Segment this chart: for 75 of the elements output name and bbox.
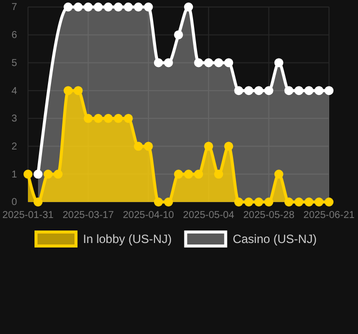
point: [214, 58, 224, 68]
point: [134, 2, 143, 12]
x-tick-label: 2025-01-31: [2, 210, 54, 222]
y-tick-label: 4: [11, 86, 18, 97]
y-tick-label: 5: [11, 58, 18, 69]
y-tick-label: 2: [11, 141, 18, 152]
point: [264, 198, 274, 206]
point: [294, 198, 304, 206]
y-tick-label: 3: [11, 114, 18, 125]
x-tick-label: 2025-03-17: [62, 210, 114, 222]
point: [104, 2, 113, 12]
point: [114, 114, 123, 123]
point: [94, 114, 103, 123]
point: [144, 2, 153, 12]
point: [204, 58, 214, 68]
point: [44, 170, 53, 179]
point: [284, 198, 294, 206]
legend-label: Casino (US-NJ): [232, 232, 317, 246]
point: [84, 2, 93, 12]
point: [294, 86, 304, 96]
point: [214, 170, 224, 179]
point: [184, 170, 194, 179]
point: [284, 86, 294, 96]
x-tick-label: 2025-05-28: [243, 210, 295, 222]
point: [104, 114, 113, 123]
point: [194, 170, 204, 179]
point: [124, 114, 133, 123]
point: [64, 86, 73, 96]
point: [164, 198, 173, 206]
point: [324, 86, 334, 96]
point: [164, 58, 173, 68]
point: [244, 86, 254, 96]
y-tick-label: 1: [11, 169, 18, 180]
point: [94, 2, 103, 12]
point: [224, 58, 234, 68]
point: [234, 86, 244, 96]
point: [154, 58, 163, 68]
point: [314, 86, 324, 96]
point: [34, 170, 43, 179]
point: [134, 142, 143, 151]
point: [144, 142, 153, 151]
point: [64, 2, 73, 12]
point: [324, 198, 334, 206]
point: [264, 86, 274, 96]
x-tick-label: 2025-04-10: [122, 210, 174, 222]
point: [154, 198, 163, 206]
x-tick-label: 2025-06-21: [303, 210, 356, 222]
point: [304, 198, 314, 206]
point: [314, 198, 324, 206]
point: [24, 170, 32, 179]
point: [304, 86, 314, 96]
point: [124, 2, 133, 12]
point: [84, 114, 93, 123]
y-tick-label: 0: [11, 197, 18, 208]
point: [234, 198, 244, 206]
point: [224, 142, 234, 151]
y-tick-label: 6: [11, 30, 18, 42]
point: [194, 58, 204, 68]
point: [174, 30, 183, 40]
point: [244, 198, 254, 206]
point: [54, 170, 63, 179]
point: [74, 86, 83, 96]
point: [204, 142, 214, 151]
point: [114, 2, 123, 12]
point: [74, 2, 83, 12]
point: [274, 58, 284, 68]
point: [174, 170, 183, 179]
point: [34, 198, 43, 206]
legend-label: In lobby (US-NJ): [83, 232, 172, 246]
y-tick-label: 7: [11, 2, 18, 14]
point: [254, 198, 264, 206]
point: [254, 86, 264, 96]
point: [184, 2, 194, 12]
x-tick-label: 2025-05-04: [183, 210, 235, 222]
point: [274, 170, 284, 179]
